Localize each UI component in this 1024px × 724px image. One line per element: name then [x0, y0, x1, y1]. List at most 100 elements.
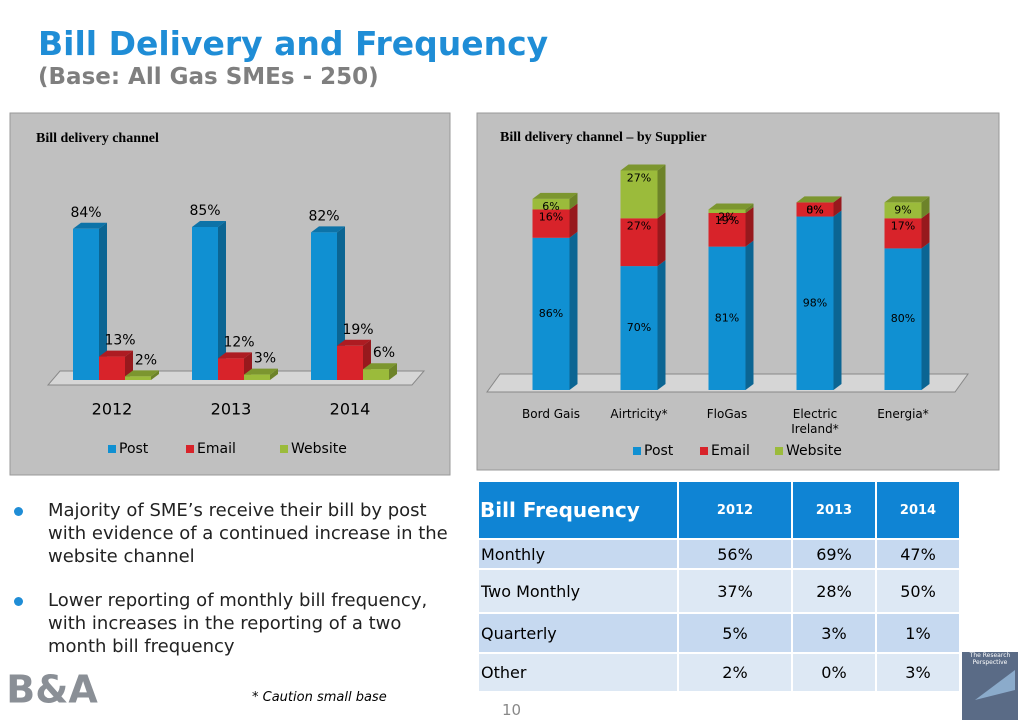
table-cell: 28%: [793, 570, 875, 612]
bar-top: [125, 370, 159, 377]
data-label: 27%: [627, 219, 651, 232]
bar-top: [73, 222, 107, 229]
logo-box: [8, 668, 96, 714]
bar: [796, 202, 834, 217]
data-label: 70%: [627, 321, 651, 334]
x-tick-box: Bord Gais: [522, 407, 580, 421]
legend-label: Email: [197, 441, 236, 457]
table-cell: Two Monthly: [479, 570, 677, 612]
bar: [884, 248, 922, 390]
data-label: 27%: [627, 172, 651, 185]
data-label: 86%: [539, 307, 563, 320]
data-label: 9%: [894, 203, 911, 216]
table-cell: 47%: [877, 540, 959, 568]
data-label: 2%: [135, 352, 157, 368]
bar-side: [833, 210, 842, 390]
bar: [532, 209, 570, 238]
header-cell: Bill Frequency: [479, 482, 677, 538]
bar: [311, 232, 337, 380]
bar-side: [218, 221, 226, 380]
bar-top: [708, 203, 754, 210]
bar-side: [833, 196, 842, 217]
bar-side: [569, 231, 578, 390]
bar: [244, 374, 270, 380]
bar-side: [657, 212, 666, 267]
bar-top: [244, 368, 278, 375]
bullet: Lower reporting of monthly bill frequenc…: [48, 590, 428, 657]
data-label: 2%: [718, 210, 735, 223]
data-label: 12%: [223, 334, 254, 350]
legend-swatch: [108, 445, 116, 453]
bar-top: [192, 221, 226, 227]
table-row: Two Monthly 37% 28% 50%: [479, 570, 959, 612]
bar: [796, 216, 834, 390]
x-tick-label: Energia*: [877, 407, 929, 421]
table-row: Monthly 56% 69% 47%: [479, 540, 959, 568]
bar: [708, 213, 746, 247]
bar-top: [99, 350, 133, 357]
bar-side: [389, 363, 397, 380]
table-cell: 56%: [679, 540, 791, 568]
bar-side: [270, 368, 278, 380]
bar: [708, 209, 746, 213]
legend-label: Website: [786, 443, 842, 459]
data-label: 6%: [373, 345, 395, 361]
legend-swatch: [186, 445, 194, 453]
footnote: * Caution small base: [252, 690, 387, 705]
data-label: 81%: [715, 311, 739, 324]
page-title: Bill Delivery and Frequency: [38, 24, 549, 63]
bar: [218, 358, 244, 380]
table-cell: 3%: [793, 614, 875, 652]
data-label: 6%: [542, 200, 559, 213]
legend-label: Website: [291, 441, 347, 457]
x-tick-label: FloGas: [706, 407, 748, 421]
data-label: 16%: [539, 210, 563, 223]
table-cell: 2%: [679, 654, 791, 691]
x-tick-label: Electric Ireland*: [791, 407, 839, 436]
bar-side: [151, 370, 159, 380]
bar: [884, 218, 922, 249]
legend-swatch: [700, 447, 708, 455]
data-label: 13%: [104, 333, 135, 349]
legend-label: Post: [119, 441, 149, 457]
bar-side: [745, 203, 754, 213]
data-label: 3%: [254, 351, 276, 367]
bar-top: [620, 164, 666, 171]
data-label: 82%: [308, 208, 339, 224]
page-number: 10: [502, 701, 522, 719]
bar: [99, 356, 125, 380]
x-tick-label: Bord Gais: [522, 407, 580, 421]
bar: [192, 227, 218, 380]
bar: [532, 198, 570, 210]
bar: [884, 202, 922, 219]
legend-swatch: [633, 447, 641, 455]
header-cell: 2013: [793, 482, 875, 538]
bar-side: [657, 164, 666, 219]
bar-top: [363, 363, 397, 370]
logo: B&A The Research Perspective: [6, 652, 1018, 720]
table-header: Bill Frequency 2012 2013 2014: [479, 482, 959, 538]
bar-top: [218, 352, 252, 359]
legend-label: Post: [644, 443, 674, 459]
table-row: Other 2% 0% 3%: [479, 654, 959, 691]
bar-side: [745, 240, 754, 390]
bar-top: [532, 192, 578, 199]
x-tick-label: 2012: [92, 400, 133, 419]
bar-side: [921, 212, 930, 249]
bar: [620, 218, 658, 267]
x-tick-box: Energia*: [877, 407, 929, 421]
x-tick-label: 2013: [211, 400, 252, 419]
x-tick-box: Airtricity*: [610, 407, 667, 421]
data-label: 19%: [715, 214, 739, 227]
page-subtitle: (Base: All Gas SMEs - 250): [38, 64, 379, 90]
data-label: 80%: [891, 312, 915, 325]
bar-side: [657, 260, 666, 390]
bar: [73, 228, 99, 380]
bar: [532, 237, 570, 390]
table-cell: Quarterly: [479, 614, 677, 652]
bar: [708, 246, 746, 390]
bar-top: [884, 196, 930, 203]
bar-side: [569, 192, 578, 210]
bar-top: [311, 226, 345, 233]
